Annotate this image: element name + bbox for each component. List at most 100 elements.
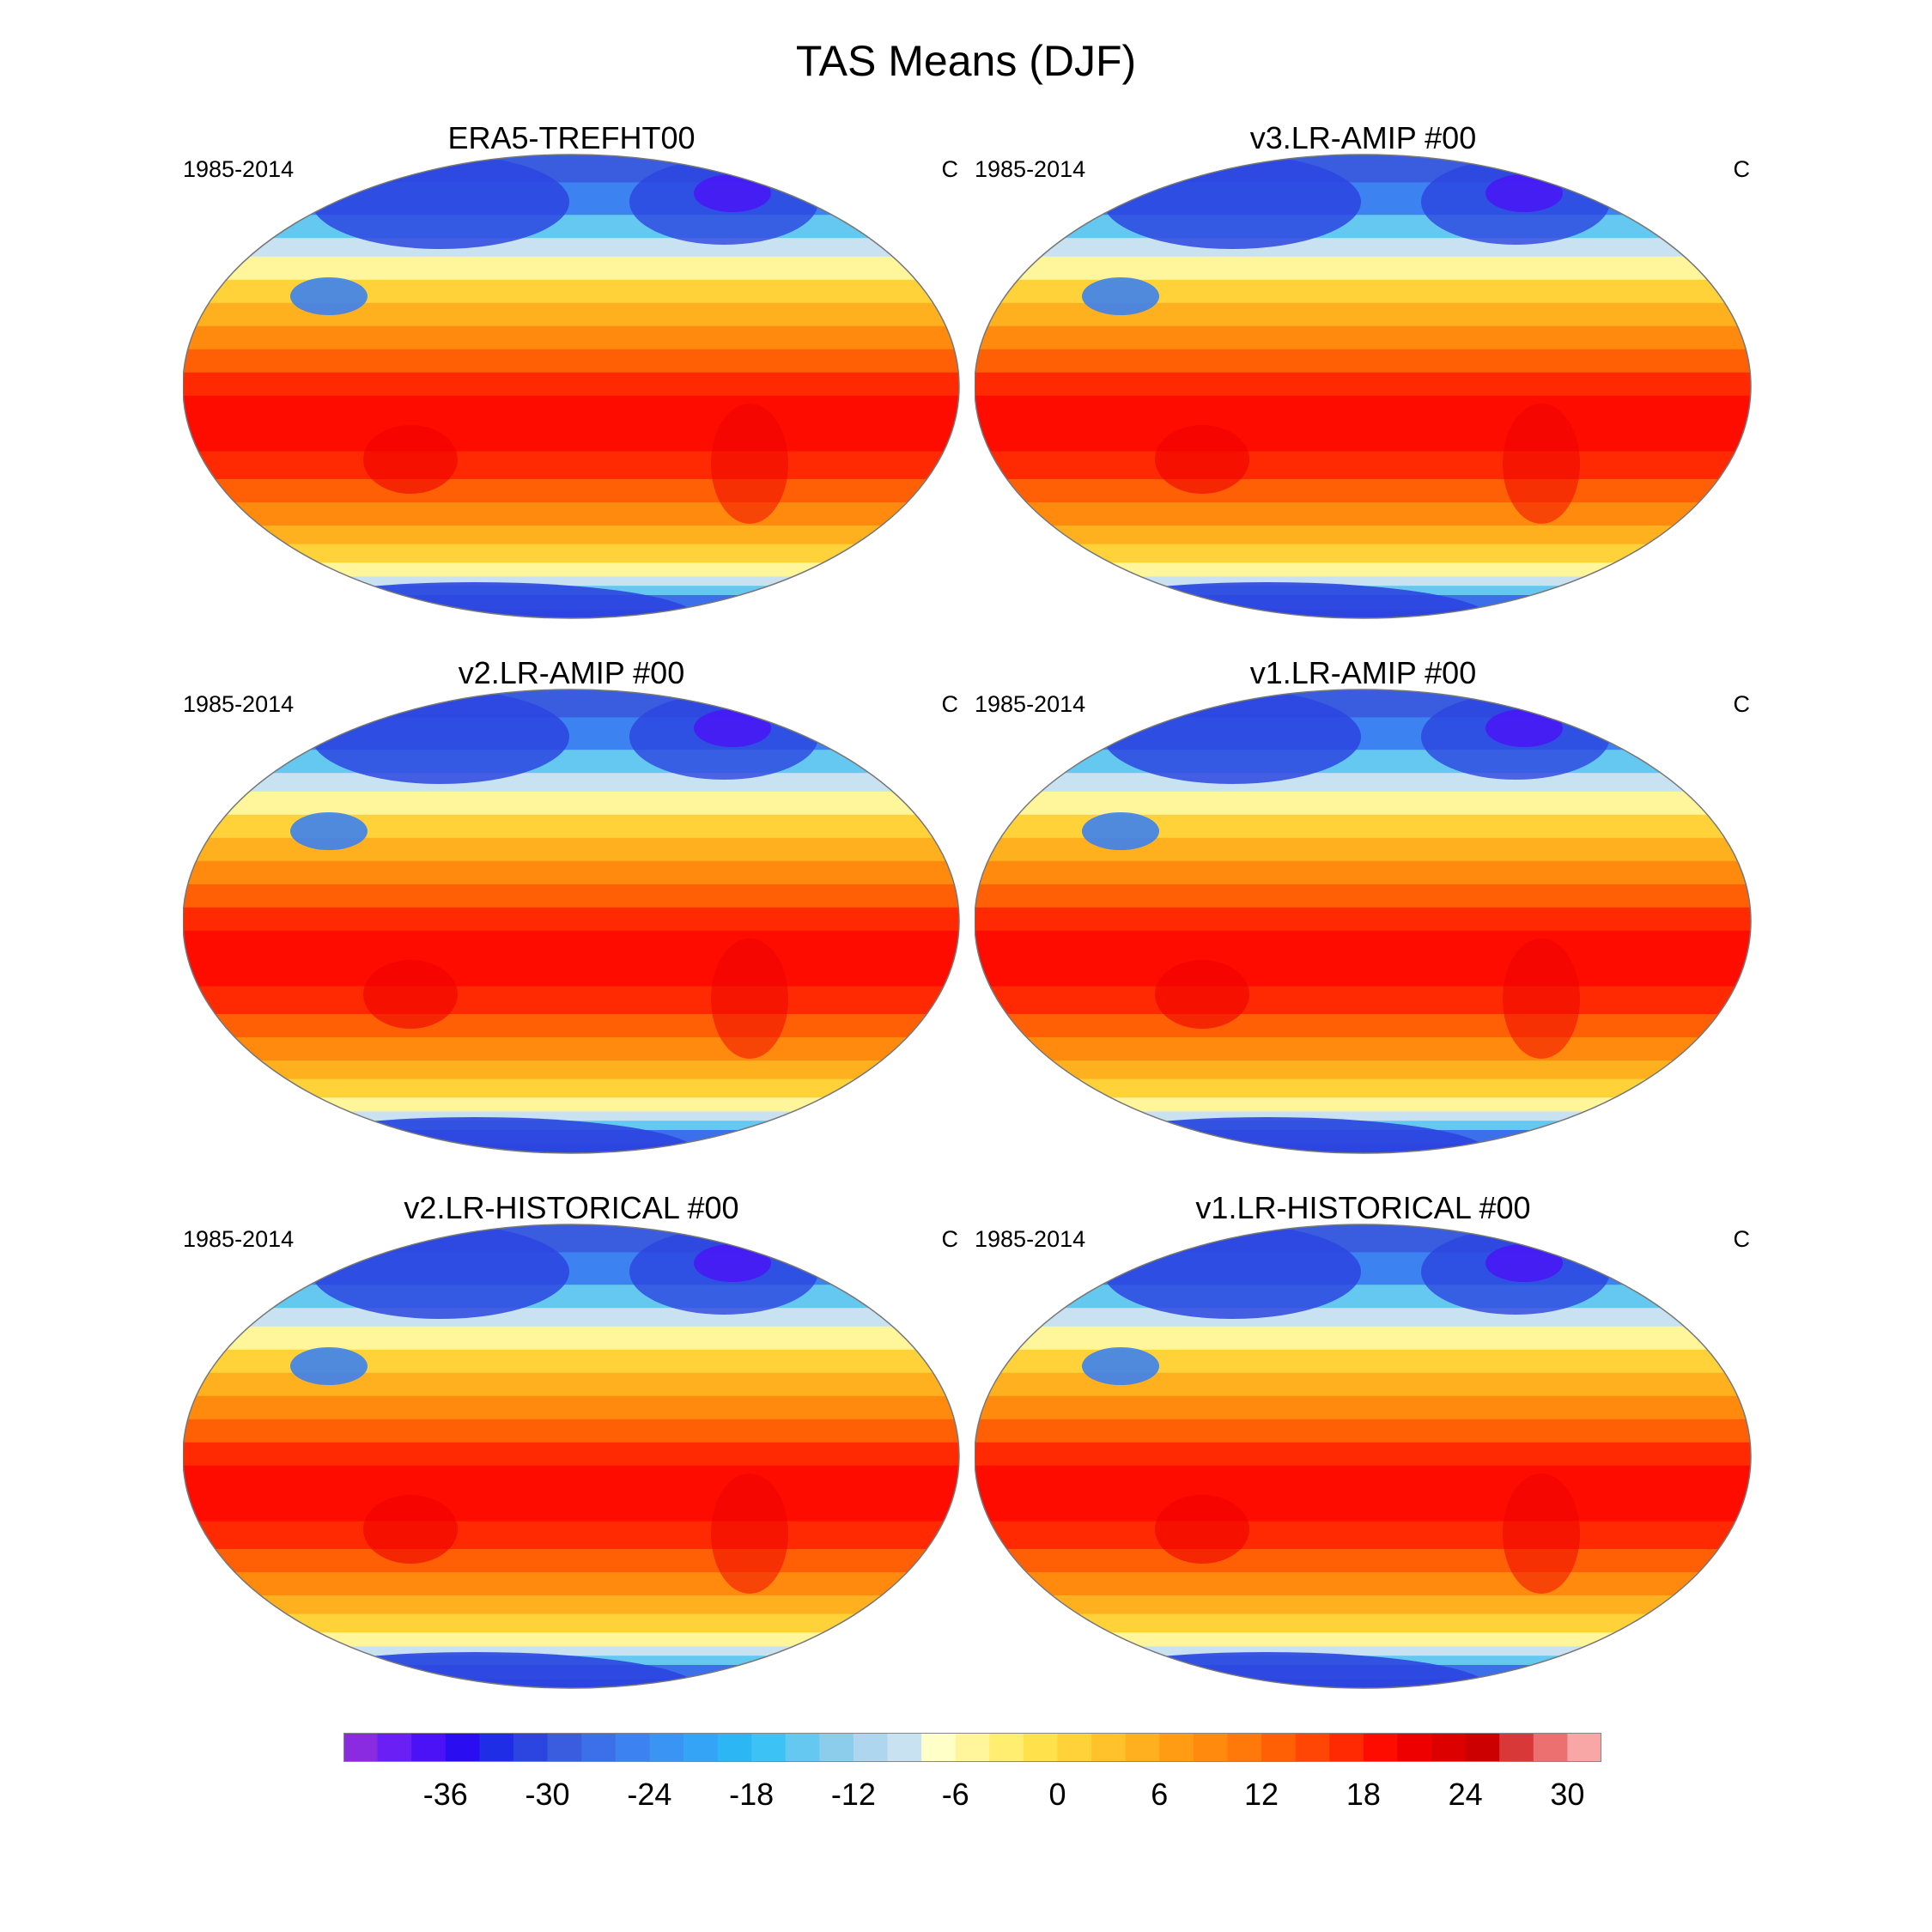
- temperature-band: [975, 1037, 1751, 1061]
- siberia-cold-region: [1103, 155, 1361, 249]
- south-america-warm-region: [711, 939, 788, 1059]
- greenland-cold-core: [694, 709, 771, 747]
- colorbar-swatch: [1465, 1733, 1500, 1762]
- siberia-cold-region: [312, 155, 569, 249]
- temperature-band: [183, 1395, 959, 1420]
- temperature-band: [975, 349, 1751, 374]
- temperature-band: [183, 1646, 959, 1657]
- temperature-band: [975, 1442, 1751, 1467]
- temperature-band: [975, 860, 1751, 885]
- temperature-band: [183, 1572, 959, 1596]
- colorbar-swatch: [1363, 1733, 1398, 1762]
- temperature-band: [975, 1549, 1751, 1573]
- temperature-band: [183, 526, 959, 545]
- colorbar-swatch: [989, 1733, 1024, 1762]
- tibet-cold-spot: [290, 277, 368, 315]
- temperature-band: [975, 1078, 1751, 1099]
- temperature-band: [975, 986, 1751, 1015]
- temperature-band: [975, 1224, 1751, 1254]
- map-outline: [183, 689, 960, 1154]
- temperature-band: [975, 215, 1751, 240]
- temperature-band: [975, 1252, 1751, 1286]
- australia-warm-region: [1155, 425, 1249, 494]
- temperature-band: [975, 1613, 1751, 1634]
- temperature-band: [183, 791, 959, 816]
- temperature-band: [975, 1572, 1751, 1596]
- temperature-band: [975, 1285, 1751, 1309]
- tibet-cold-spot: [290, 1347, 368, 1385]
- australia-warm-region: [363, 425, 458, 494]
- colorbar: -36-30-24-18-12-6061218243036: [343, 1733, 1601, 1812]
- map-fill: [975, 155, 1751, 618]
- panel-units: C: [941, 156, 959, 182]
- south-america-warm-region: [1503, 939, 1580, 1059]
- temperature-band: [975, 502, 1751, 526]
- temperature-band: [975, 451, 1751, 480]
- temperature-band: [975, 155, 1751, 184]
- temperature-band: [183, 1111, 959, 1122]
- temperature-band: [183, 930, 959, 987]
- panel-title: v2.LR-HISTORICAL #00: [404, 1190, 739, 1225]
- colorbar-tick-label: -36: [423, 1777, 468, 1812]
- temperature-band: [975, 1595, 1751, 1615]
- colorbar-swatch: [819, 1733, 854, 1762]
- temperature-band: [183, 860, 959, 885]
- colorbar-tick-label: -12: [831, 1777, 876, 1812]
- temperature-band: [183, 479, 959, 503]
- temperature-band: [183, 395, 959, 453]
- temperature-band: [183, 1224, 959, 1254]
- temperature-band: [183, 1285, 959, 1309]
- temperature-band: [183, 1014, 959, 1038]
- temperature-band: [975, 526, 1751, 545]
- temperature-band: [183, 1521, 959, 1550]
- colorbar-tick-label: -18: [729, 1777, 774, 1812]
- temperature-band: [975, 395, 1751, 453]
- greenland-cold-core: [694, 174, 771, 212]
- temperature-band: [975, 750, 1751, 775]
- temperature-band: [183, 750, 959, 775]
- map-fill: [975, 690, 1751, 1153]
- greenland-cold-core: [1485, 1244, 1563, 1282]
- temperature-band: [183, 1326, 959, 1351]
- colorbar-tick-label: 24: [1449, 1777, 1483, 1812]
- temperature-band: [975, 1395, 1751, 1420]
- colorbar-swatch: [649, 1733, 684, 1762]
- temperature-band: [975, 1419, 1751, 1443]
- colorbar-swatch: [1431, 1733, 1467, 1762]
- colorbar-swatch: [513, 1733, 549, 1762]
- colorbar-swatch: [717, 1733, 752, 1762]
- temperature-band: [975, 791, 1751, 816]
- map-panel-v1-historical: v1.LR-HISTORICAL #00 1985-2014 C: [975, 1190, 1752, 1705]
- temperature-band: [183, 1097, 959, 1113]
- panel-title: v1.LR-AMIP #00: [1249, 655, 1477, 690]
- temperature-band: [975, 1060, 1751, 1080]
- colorbar-swatch: [1227, 1733, 1262, 1762]
- colorbar-tick-label: -6: [942, 1777, 969, 1812]
- colorbar-swatch: [615, 1733, 650, 1762]
- temperature-band: [183, 1442, 959, 1467]
- colorbar-tick-label: 30: [1550, 1777, 1584, 1812]
- panel-period: 1985-2014: [183, 1226, 295, 1252]
- temperature-band: [183, 1078, 959, 1099]
- colorbar-swatch: [1193, 1733, 1228, 1762]
- colorbar-swatch: [547, 1733, 582, 1762]
- map-outline: [183, 1224, 960, 1689]
- temperature-band: [975, 773, 1751, 793]
- temperature-band: [975, 1521, 1751, 1550]
- colorbar-swatch: [683, 1733, 719, 1762]
- colorbar-frame: [343, 1733, 1601, 1762]
- temperature-band: [975, 1326, 1751, 1351]
- temperature-band: [975, 690, 1751, 719]
- map-panel-v2-amip: v2.LR-AMIP #00 1985-2014 C: [183, 655, 960, 1170]
- greenland-cold-core: [1485, 174, 1563, 212]
- colorbar-swatch: [1533, 1733, 1568, 1762]
- temperature-band: [975, 544, 1751, 564]
- map-panel-v2-historical: v2.LR-HISTORICAL #00 1985-2014 C: [183, 1190, 960, 1705]
- map-outline: [975, 689, 1752, 1154]
- temperature-map: [975, 154, 1752, 619]
- tibet-cold-spot: [1082, 277, 1159, 315]
- panel-period: 1985-2014: [975, 691, 1086, 717]
- australia-warm-region: [1155, 1495, 1249, 1564]
- temperature-band: [975, 479, 1751, 503]
- temperature-band: [975, 1097, 1751, 1113]
